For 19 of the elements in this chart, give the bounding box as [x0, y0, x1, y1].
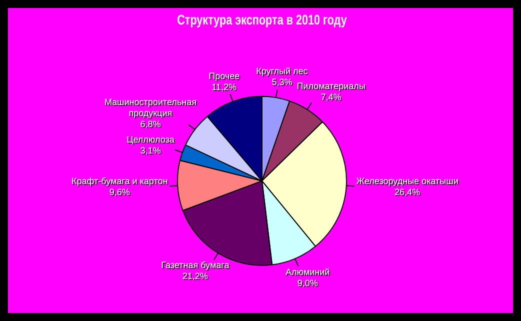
slice-label: Круглый лес: [256, 66, 308, 76]
slice-label: Пиломатериалы: [296, 80, 366, 91]
slice-label: Железорудные окатыши: [356, 176, 458, 186]
data-label: 3,1%: [141, 146, 162, 156]
data-label: 5,3%: [272, 78, 294, 88]
slice-label: Алюминий: [286, 266, 330, 277]
data-label: 9,6%: [110, 188, 131, 198]
data-label: 9,0%: [298, 278, 319, 289]
slice-label: Крафт-бумага и картон: [72, 176, 168, 186]
slice-label: Прочее: [208, 70, 240, 81]
data-label: 11,2%: [212, 82, 238, 93]
slice-label: Газетная бумага: [161, 260, 230, 270]
data-label: 21,2%: [182, 271, 208, 282]
slice-label: Машиностроительная продукция: [104, 96, 197, 119]
slice-label: Целлюлоза: [126, 134, 174, 144]
data-label: 7,4%: [322, 92, 342, 103]
chart-title: Структура экспорта в 2010 году: [177, 12, 347, 28]
data-label: 26,4%: [396, 188, 422, 198]
data-label: 6,8%: [141, 120, 162, 130]
